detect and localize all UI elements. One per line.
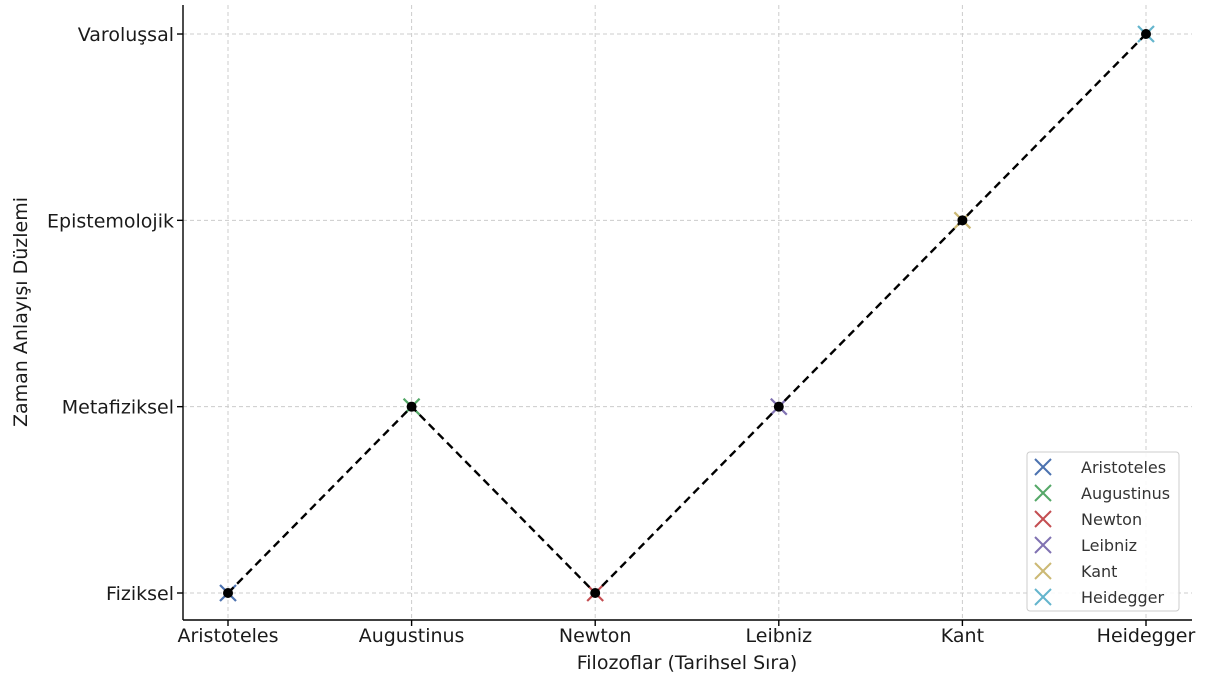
legend-item-kant: Kant bbox=[1034, 562, 1117, 581]
x-axis-ticks: Aristoteles Augustinus Newton Leibniz Kant He… bbox=[177, 620, 1195, 647]
legend-item-augustinus: Augustinus bbox=[1034, 484, 1170, 503]
legend-x-icon bbox=[1034, 484, 1052, 502]
point-marker-kant bbox=[957, 215, 968, 226]
legend-label: Heidegger bbox=[1081, 588, 1164, 607]
x-axis-title: Filozoflar (Tarihsel Sıra) bbox=[577, 652, 798, 674]
x-tick-label-augustinus: Augustinus bbox=[359, 625, 465, 647]
legend-box bbox=[1026, 451, 1180, 612]
point-marker-heidegger bbox=[1141, 29, 1151, 40]
legend-label: Newton bbox=[1081, 510, 1142, 529]
series-line bbox=[227, 33, 1147, 595]
legend-x-icon bbox=[1034, 536, 1052, 554]
point-marker-leibniz bbox=[773, 401, 784, 412]
legend-label: Leibniz bbox=[1081, 536, 1137, 555]
series bbox=[219, 25, 1155, 602]
legend-x-icon bbox=[1034, 562, 1052, 580]
legend-label: Augustinus bbox=[1081, 484, 1170, 503]
y-axis-ticks: Fiziksel Metafiziksel Epistemolojik Varoluş… bbox=[47, 24, 183, 605]
y-tick-label-fiziksel: Fiziksel bbox=[106, 583, 174, 605]
x-tick-label-heidegger: Heidegger bbox=[1097, 625, 1196, 647]
y-tick-label-metafiziksel: Metafiziksel bbox=[62, 397, 174, 419]
point-marker-aristoteles bbox=[223, 588, 233, 598]
x-tick-label-leibniz: Leibniz bbox=[746, 625, 813, 647]
point-marker-newton bbox=[590, 588, 601, 598]
legend-item-leibniz: Leibniz bbox=[1034, 536, 1137, 555]
legend-label: Aristoteles bbox=[1081, 458, 1166, 477]
legend-x-icon bbox=[1034, 588, 1052, 606]
x-tick-label-aristoteles: Aristoteles bbox=[177, 625, 278, 647]
x-tick-label-newton: Newton bbox=[559, 625, 632, 647]
y-tick-label-varolussal: Varoluşsal bbox=[78, 24, 174, 46]
x-tick-label-kant: Kant bbox=[941, 625, 984, 647]
legend-item-aristoteles: Aristoteles bbox=[1034, 458, 1166, 477]
y-axis-title: Zaman Anlayışı Düzlemi bbox=[10, 197, 32, 427]
legend-label: Kant bbox=[1081, 562, 1117, 581]
legend: Aristoteles Augustinus Newton Leibniz Kant He… bbox=[1026, 451, 1180, 612]
legend-item-newton: Newton bbox=[1034, 510, 1142, 529]
legend-item-heidegger: Heidegger bbox=[1034, 588, 1164, 607]
legend-x-icon bbox=[1034, 510, 1052, 528]
legend-x-icon bbox=[1034, 458, 1052, 476]
y-tick-label-epistemolojik: Epistemolojik bbox=[47, 210, 174, 232]
point-marker-augustinus bbox=[406, 401, 417, 412]
